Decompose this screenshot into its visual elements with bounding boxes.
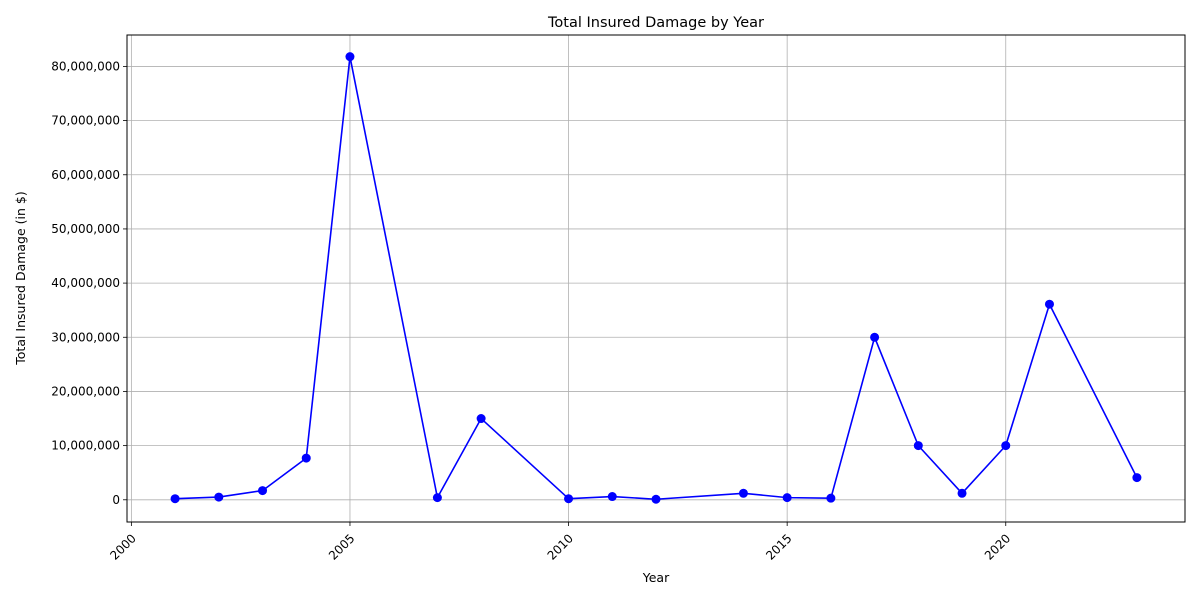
data-point <box>1132 473 1142 483</box>
data-point <box>476 414 486 424</box>
chart-title: Total Insured Damage by Year <box>547 15 764 31</box>
data-point <box>1044 299 1054 309</box>
y-tick-label: 50,000,000 <box>51 222 120 236</box>
series-layer <box>170 52 1142 504</box>
data-point <box>607 492 617 502</box>
y-tick-label: 40,000,000 <box>51 276 120 290</box>
y-tick-label: 30,000,000 <box>51 330 120 344</box>
data-point <box>345 52 355 62</box>
data-point <box>170 494 180 504</box>
data-point <box>870 332 880 342</box>
data-point <box>432 493 442 503</box>
y-tick-label: 0 <box>112 493 120 507</box>
data-point <box>651 494 661 504</box>
data-point <box>301 453 311 463</box>
y-tick-label: 80,000,000 <box>51 59 120 73</box>
data-point <box>738 488 748 498</box>
y-tick-label: 20,000,000 <box>51 384 120 398</box>
data-point <box>258 486 268 496</box>
data-point <box>214 492 224 502</box>
y-tick-label: 70,000,000 <box>51 114 120 128</box>
data-point <box>826 493 836 503</box>
y-axis-ticks: 0 10,000,000 20,000,000 30,000,000 40,000,00… <box>51 59 127 507</box>
y-tick-label: 10,000,000 <box>51 439 120 453</box>
data-point <box>564 494 574 504</box>
data-point <box>913 441 923 451</box>
x-axis-label: Year <box>642 570 670 585</box>
data-point <box>957 488 967 498</box>
data-point <box>1001 441 1011 451</box>
data-point <box>782 493 792 503</box>
y-tick-label: 60,000,000 <box>51 168 120 182</box>
y-axis-label: Total Insured Damage (in $) <box>13 191 28 365</box>
plot-frame <box>126 34 1186 523</box>
